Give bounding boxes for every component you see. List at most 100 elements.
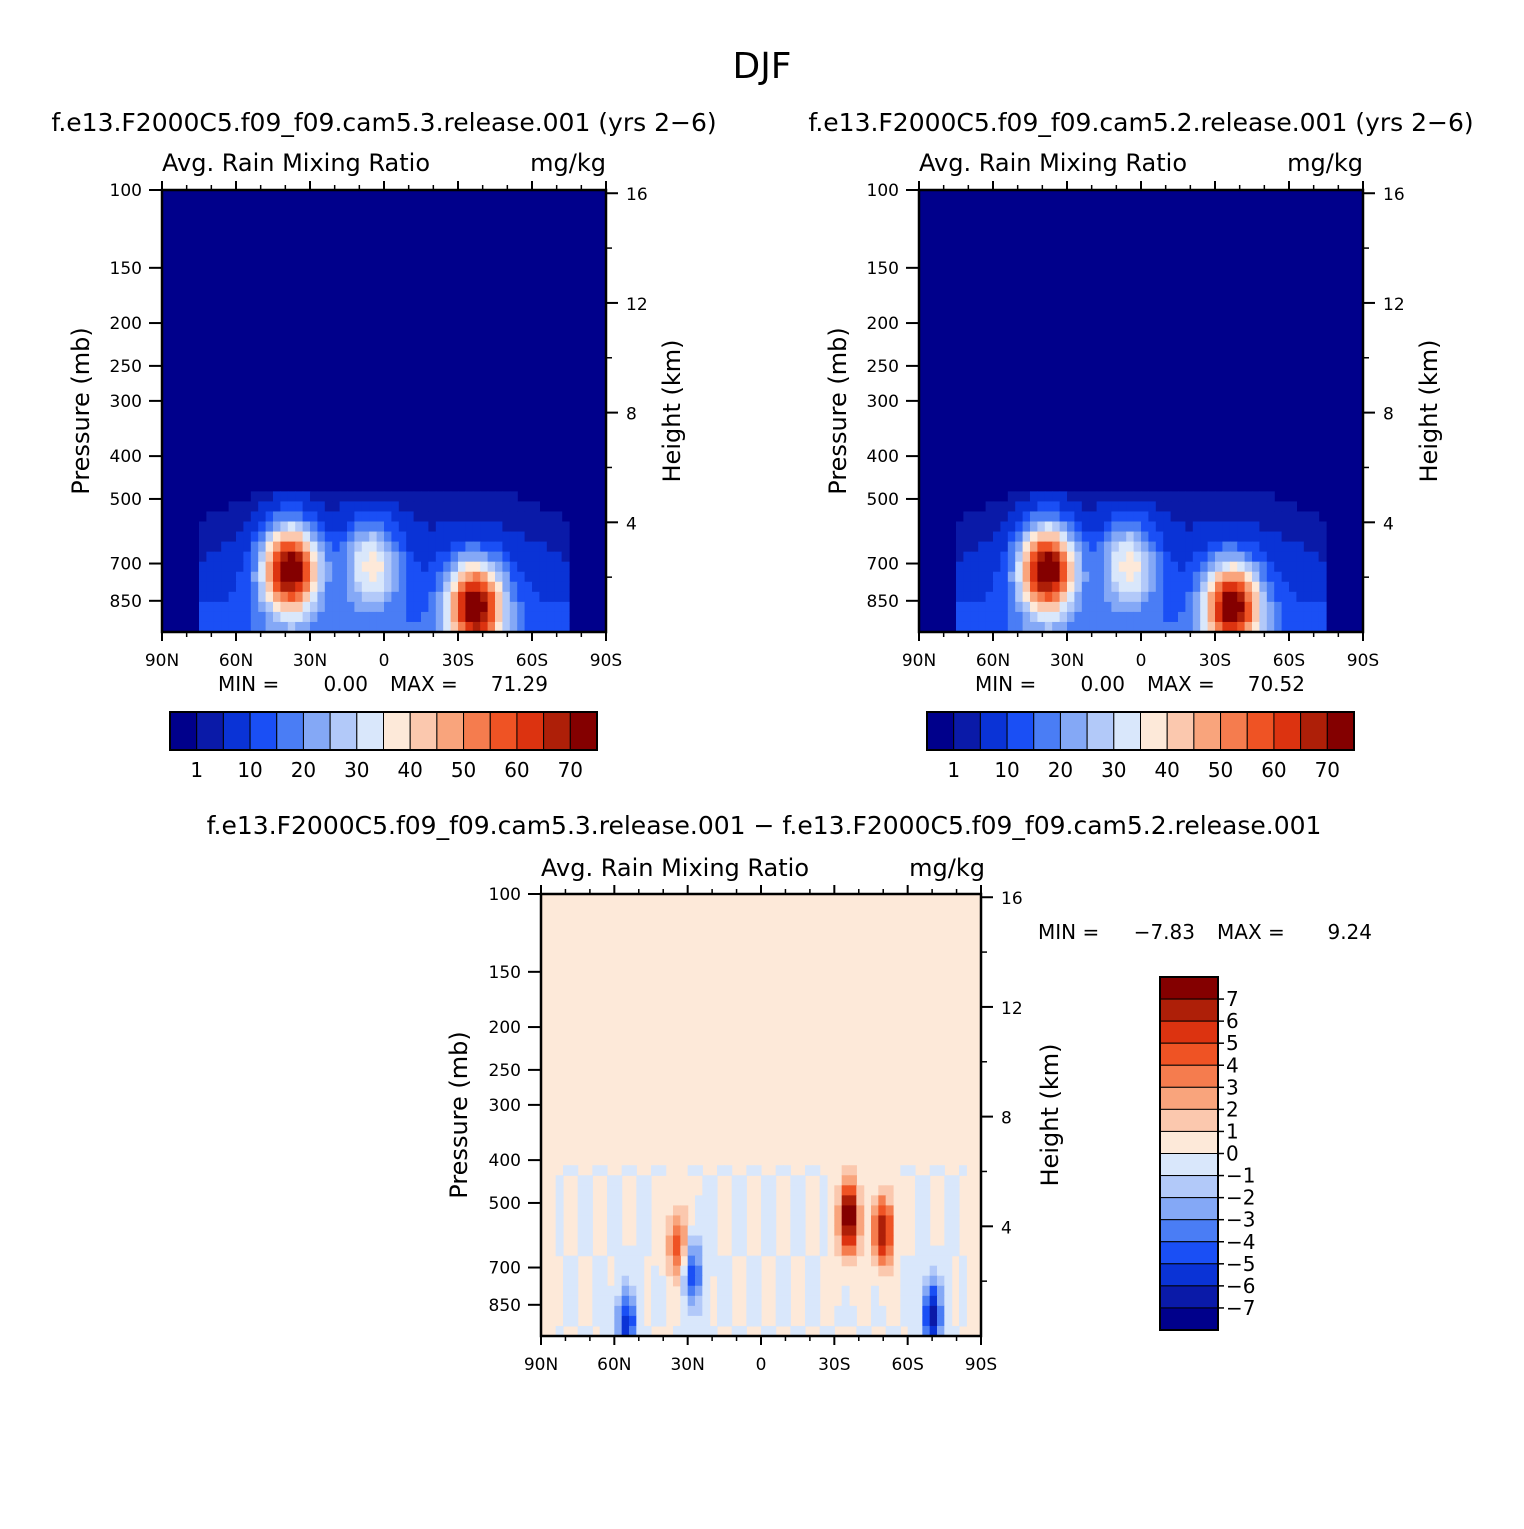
- field-cell: [878, 1235, 887, 1247]
- field-cell: [834, 1185, 843, 1196]
- field-cell: [332, 501, 341, 513]
- field-cell: [317, 541, 326, 553]
- field-cell: [746, 1165, 755, 1176]
- field-cell: [546, 541, 555, 553]
- field-cell: [1244, 611, 1253, 623]
- field-cell: [1118, 551, 1127, 563]
- field-cell: [443, 601, 452, 613]
- field-cell: [1118, 621, 1127, 633]
- field-cell: [302, 601, 311, 613]
- field-cell: [636, 1275, 645, 1287]
- field-cell: [265, 621, 274, 633]
- field-cell: [585, 1215, 593, 1227]
- field-cell: [797, 1225, 806, 1237]
- field-cell: [555, 1215, 564, 1227]
- field-cell: [406, 571, 415, 583]
- field-cell: [849, 1165, 857, 1176]
- field-cell: [1185, 491, 1194, 503]
- field-cell: [1059, 551, 1068, 563]
- field-cell: [1089, 551, 1098, 563]
- field-cell: [709, 1265, 718, 1277]
- field-cell: [265, 571, 274, 583]
- field-cell: [1000, 551, 1009, 563]
- field-cell: [856, 1235, 865, 1247]
- field-cell: [717, 1285, 725, 1297]
- field-cell: [651, 1315, 659, 1327]
- field-cell: [585, 1195, 593, 1207]
- field-cell: [1133, 571, 1142, 583]
- field-cell: [384, 571, 392, 583]
- field-cell: [265, 551, 274, 563]
- field-cell: [878, 1205, 887, 1217]
- field-cell: [629, 1265, 637, 1277]
- field-cell: [1318, 601, 1327, 613]
- field-cell: [1311, 521, 1320, 533]
- field-cell: [1281, 531, 1290, 543]
- field-cell: [1192, 541, 1201, 553]
- y-tick-label: 300: [867, 392, 899, 412]
- field-cell: [280, 601, 289, 613]
- field-cell: [761, 1195, 769, 1207]
- field-cell: [629, 1305, 637, 1317]
- field-cell: [206, 551, 215, 563]
- field-cell: [339, 541, 348, 553]
- field-cell: [929, 1295, 938, 1307]
- field-cell: [1104, 491, 1112, 503]
- field-cell: [849, 1185, 857, 1196]
- field-cell: [680, 1295, 689, 1307]
- field-cell: [1067, 581, 1075, 593]
- y2-tick-label: 12: [1383, 295, 1405, 315]
- field-cell: [970, 551, 979, 563]
- field-cell: [1215, 561, 1223, 573]
- field-cell: [849, 1235, 857, 1247]
- field-cell: [384, 561, 392, 573]
- field-cell: [1007, 531, 1016, 543]
- field-cell: [577, 1185, 586, 1196]
- field-cell: [502, 491, 511, 503]
- field-cell: [985, 521, 994, 533]
- field-cell: [709, 1185, 718, 1196]
- panel-1-y2-label: Height (km): [658, 340, 686, 483]
- field-cell: [1133, 611, 1142, 623]
- field-cell: [1178, 621, 1186, 633]
- field-cell: [1059, 511, 1068, 523]
- field-cell: [1178, 541, 1186, 553]
- field-cell: [480, 581, 489, 593]
- field-cell: [384, 501, 392, 513]
- field-cell: [1259, 501, 1268, 513]
- field-cell: [819, 1215, 828, 1227]
- field-cell: [1155, 491, 1164, 503]
- field-cell: [1222, 551, 1231, 563]
- field-cell: [592, 1165, 601, 1176]
- field-cell: [607, 1215, 615, 1227]
- field-cell: [221, 521, 230, 533]
- field-cell: [1104, 551, 1112, 563]
- field-cell: [1118, 541, 1127, 553]
- y-tick-label: 150: [867, 259, 899, 279]
- y-tick-label: 300: [110, 392, 142, 412]
- field-cell: [1059, 541, 1068, 553]
- field-cell: [1170, 511, 1179, 523]
- field-cell: [554, 581, 563, 593]
- field-cell: [1237, 541, 1246, 553]
- field-cell: [509, 551, 518, 563]
- field-cell: [472, 541, 481, 553]
- field-cell: [1163, 491, 1172, 503]
- field-cell: [607, 1295, 615, 1307]
- field-cell: [480, 511, 489, 523]
- field-cell: [369, 591, 378, 603]
- field-cell: [273, 521, 281, 533]
- field-cell: [428, 601, 437, 613]
- field-cell: [339, 591, 348, 603]
- field-cell: [695, 1285, 703, 1297]
- field-cell: [959, 1315, 967, 1327]
- colorbar-swatch: [569, 711, 598, 751]
- figure-title: DJF: [732, 46, 791, 87]
- field-cell: [1318, 581, 1327, 593]
- field-cell: [915, 1315, 923, 1327]
- field-cell: [295, 531, 304, 543]
- field-cell: [413, 531, 422, 543]
- field-cell: [443, 561, 452, 573]
- field-cell: [443, 621, 452, 633]
- field-cell: [1030, 531, 1038, 543]
